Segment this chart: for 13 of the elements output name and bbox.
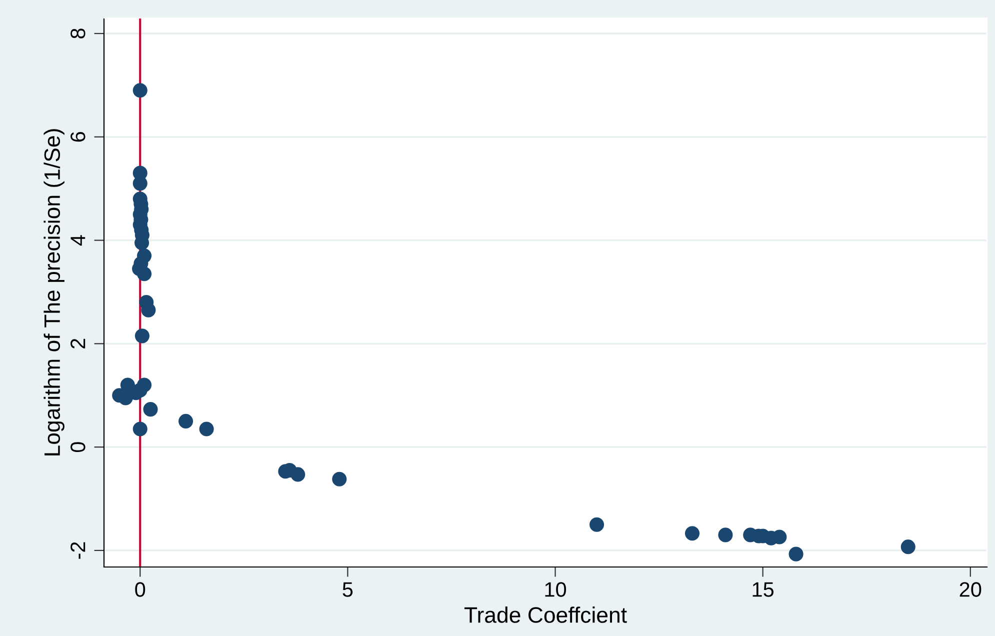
x-tick-label: 5 bbox=[342, 582, 353, 597]
y-tick-label: 6 bbox=[70, 132, 86, 142]
y-tick-label: -2 bbox=[70, 542, 86, 559]
y-tick-label: 4 bbox=[70, 235, 86, 246]
x-tick-label: 20 bbox=[960, 582, 982, 597]
y-tick-label: 8 bbox=[70, 28, 86, 38]
x-tick-label: 15 bbox=[752, 582, 774, 597]
y-tick-label: 2 bbox=[70, 338, 86, 348]
x-tick-label: 10 bbox=[545, 582, 566, 597]
x-axis-title: Trade Coeffcient bbox=[464, 606, 627, 623]
x-tick-label: 0 bbox=[135, 582, 146, 597]
y-axis-title: Logarithm of The precision (1/Se) bbox=[44, 129, 64, 456]
y-tick-label: 0 bbox=[70, 442, 86, 452]
